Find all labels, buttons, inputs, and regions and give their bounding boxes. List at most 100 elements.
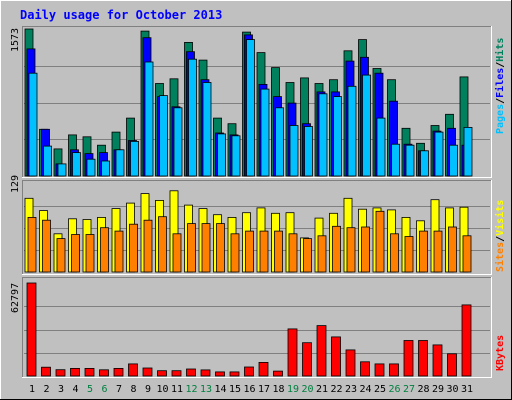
kbytes-bar-15: [229, 371, 240, 377]
kbytes-bar-31: [461, 304, 472, 377]
kbytes-bar-14: [215, 371, 225, 377]
legend-sites: Sites/Visits: [494, 200, 506, 272]
x-label-day-13: 13: [200, 384, 212, 395]
x-label-day-1: 1: [29, 384, 35, 395]
sites-bar-1: [27, 216, 37, 273]
sites-bar-15: [230, 233, 240, 273]
x-label-day-18: 18: [272, 384, 284, 395]
legend-kbytes-label: KBytes: [495, 335, 506, 371]
x-label-day-17: 17: [258, 384, 270, 395]
kbytes-bar-27: [403, 340, 414, 377]
sites-bar-24: [361, 226, 370, 273]
pages-bar-1: [28, 72, 38, 177]
x-label-day-14: 14: [214, 384, 226, 395]
sites-bar-19: [288, 233, 298, 273]
legend-sites-label: Sites: [494, 242, 506, 272]
legend-hits-label: Hits: [494, 38, 506, 62]
sites-bar-17: [259, 230, 269, 273]
kbytes-bar-25: [374, 363, 385, 377]
legend-pages-label: Pages: [495, 104, 506, 134]
kbytes-bar-18: [273, 370, 283, 377]
chart-title: Daily usage for October 2013: [20, 8, 222, 22]
pages-bar-12: [188, 58, 197, 177]
kbytes-bar-1: [26, 282, 37, 377]
x-label-day-30: 30: [446, 384, 458, 395]
kbytes-bar-21: [316, 325, 327, 377]
kbytes-bar-3: [55, 369, 66, 377]
kbytes-bar-10: [157, 370, 167, 377]
pages-bar-9: [144, 61, 154, 177]
kbytes-bar-23: [345, 349, 356, 377]
x-label-day-12: 12: [185, 384, 197, 395]
legend-visits-label: Visits: [494, 200, 506, 236]
sites-bar-23: [346, 227, 356, 273]
kbytes-bar-28: [418, 340, 428, 377]
pages-bar-26: [391, 143, 400, 177]
sites-bar-26: [390, 233, 399, 273]
x-axis-labels: 1 2 3 4 5 6 7 8 9 10 11 12 13 14 15 16 17 18 19 20 21 22 23 24 2…: [29, 384, 473, 395]
sites-bar-20: [303, 238, 312, 273]
x-label-day-25: 25: [374, 384, 386, 395]
pages-bar-13: [202, 82, 212, 177]
panel-kbytes-frame: [22, 277, 492, 378]
x-label-day-29: 29: [432, 384, 444, 395]
sites-bar-22: [332, 225, 341, 273]
kbytes-bar-11: [171, 370, 182, 377]
sites-bar-18: [274, 230, 283, 273]
sites-bar-5: [85, 234, 95, 273]
sites-bar-29: [433, 230, 443, 273]
x-label-day-22: 22: [330, 384, 342, 395]
sites-bar-13: [201, 223, 211, 273]
kbytes-bar-8: [128, 363, 138, 377]
kbytes-bar-9: [142, 367, 153, 377]
pages-bar-24: [362, 74, 371, 177]
pages-bar-5: [86, 158, 96, 177]
pages-bar-11: [173, 107, 183, 177]
sites-bar-12: [187, 223, 196, 273]
pages-bar-31: [463, 127, 473, 177]
pages-bar-10: [159, 95, 168, 177]
sites-bar-10: [158, 216, 167, 273]
sites-bar-21: [317, 235, 327, 273]
sites-bar-31: [462, 235, 472, 273]
pages-bar-7: [115, 149, 125, 177]
x-label-day-10: 10: [156, 384, 168, 395]
kbytes-bar-7: [113, 367, 124, 377]
x-label-day-19: 19: [287, 384, 299, 395]
sites-bar-28: [419, 230, 428, 273]
pages-bar-19: [289, 125, 299, 177]
kbytes-bar-20: [302, 342, 312, 377]
pages-bar-29: [434, 131, 444, 177]
sites-bar-14: [216, 223, 225, 273]
x-label-day-28: 28: [417, 384, 429, 395]
legend-hits: Pages/Files/Hits: [494, 38, 506, 134]
legend-kbytes: KBytes: [495, 335, 506, 371]
sites-bar-30: [448, 226, 457, 273]
pages-bar-22: [333, 96, 342, 177]
pages-bar-30: [449, 144, 458, 177]
kbytes-bar-16: [244, 366, 254, 377]
pages-bar-4: [72, 152, 81, 177]
pages-bar-8: [130, 140, 139, 177]
sites-bar-3: [56, 238, 66, 273]
x-label-day-20: 20: [301, 384, 313, 395]
y-max-label-sites: 129: [10, 175, 21, 193]
pages-bar-14: [217, 133, 226, 177]
sites-bar-8: [129, 223, 138, 273]
pages-bar-2: [43, 145, 52, 177]
legend-sep-1: /: [495, 98, 506, 104]
sites-bar-7: [114, 230, 124, 273]
x-label-day-9: 9: [145, 384, 151, 395]
x-label-day-6: 6: [101, 384, 107, 395]
sites-bar-9: [143, 219, 153, 273]
pages-bar-16: [246, 39, 255, 177]
sites-bar-11: [172, 233, 182, 273]
pages-bar-28: [420, 150, 429, 177]
legend-sep-3: /: [495, 236, 506, 242]
kbytes-bar-24: [360, 361, 370, 377]
sites-bar-6: [100, 227, 109, 273]
x-label-day-3: 3: [58, 384, 64, 395]
kbytes-bar-2: [41, 366, 51, 377]
pages-bar-6: [101, 160, 110, 177]
